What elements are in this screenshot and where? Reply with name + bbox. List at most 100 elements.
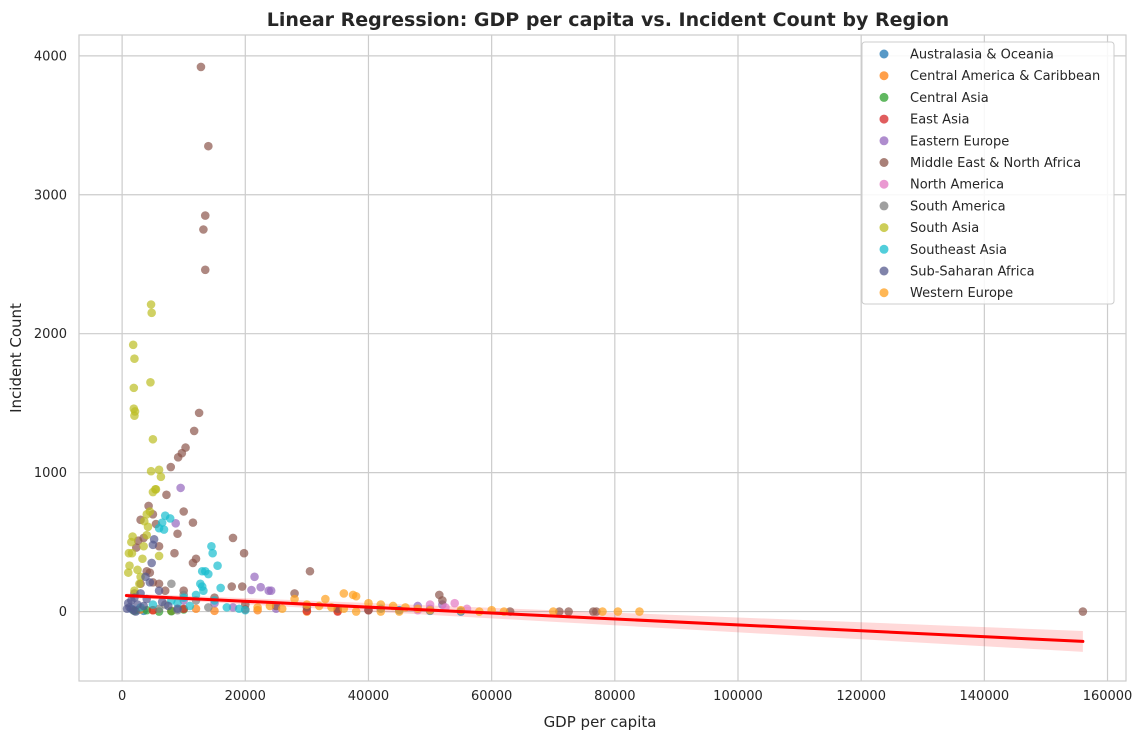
data-point (145, 507, 155, 516)
data-point (204, 603, 213, 612)
x-tick-label: 0 (118, 689, 126, 704)
data-point (213, 561, 222, 570)
legend-label: South Asia (910, 221, 979, 236)
data-point (189, 426, 199, 436)
data-point (143, 522, 153, 532)
data-point (450, 598, 459, 608)
data-point (173, 453, 183, 462)
legend-label: North America (910, 178, 1004, 193)
x-tick-label: 100000 (713, 689, 763, 704)
data-point (154, 586, 164, 595)
legend-marker (879, 71, 889, 81)
data-point (227, 582, 237, 591)
data-point (635, 607, 644, 616)
data-point (555, 607, 564, 616)
data-point (145, 578, 155, 587)
data-point (250, 572, 259, 582)
legend-label: Western Europe (910, 286, 1013, 301)
data-point (154, 465, 164, 475)
data-point (321, 594, 330, 604)
data-point (139, 541, 148, 551)
data-point (170, 548, 179, 558)
legend-marker (879, 244, 889, 254)
legend-marker (879, 92, 889, 102)
data-point (247, 585, 256, 595)
legend-label: Middle East & North Africa (910, 156, 1081, 171)
data-point (176, 483, 185, 493)
data-point (548, 607, 558, 616)
data-point (185, 601, 195, 611)
regression-line-group (124, 594, 1085, 643)
data-point (196, 62, 206, 72)
data-point (208, 548, 217, 558)
data-point (305, 566, 315, 576)
legend-label: Eastern Europe (910, 134, 1009, 149)
data-point (237, 582, 247, 591)
data-point (154, 604, 164, 614)
legend-box (861, 41, 1115, 305)
data-point (438, 596, 447, 605)
x-axis-label: GDP per capita (544, 713, 657, 731)
data-point (135, 579, 144, 589)
data-point (598, 607, 607, 616)
data-point (351, 607, 361, 616)
data-point (130, 411, 139, 420)
data-point (290, 594, 299, 604)
legend-marker (879, 114, 889, 124)
data-point (191, 554, 201, 564)
data-point (146, 466, 156, 476)
data-point (142, 530, 152, 540)
data-point (156, 472, 166, 482)
legend-marker (879, 266, 889, 276)
data-point (147, 558, 156, 568)
data-point (166, 462, 176, 472)
data-point (171, 519, 180, 528)
data-point (160, 586, 170, 595)
data-point (164, 601, 173, 611)
data-point (188, 518, 198, 527)
data-point (592, 607, 601, 616)
data-point (277, 604, 287, 614)
regression-line (124, 594, 1085, 643)
legend-marker (879, 201, 889, 211)
data-point (147, 308, 156, 318)
y-tick-label: 0 (59, 605, 67, 620)
x-tick-labels: 0 20000 40000 60000 80000 100000 120000 140000 1… (118, 689, 1132, 704)
legend-marker (879, 288, 889, 298)
data-point (154, 523, 164, 533)
data-point (339, 589, 349, 598)
data-point (228, 533, 238, 543)
data-point (351, 591, 361, 601)
data-point (148, 434, 158, 444)
data-point (179, 507, 188, 516)
legend-marker (879, 223, 889, 233)
legend-label: East Asia (910, 113, 969, 128)
data-point (364, 598, 373, 608)
data-point (157, 597, 167, 607)
x-tick-label: 140000 (960, 689, 1010, 704)
data-point (240, 605, 250, 615)
data-point (204, 141, 213, 151)
legend-marker (879, 158, 889, 167)
y-tick-label: 1000 (34, 466, 67, 481)
x-tick-label: 160000 (1083, 689, 1133, 704)
scatter-points (122, 62, 1088, 616)
data-point (191, 590, 201, 600)
data-point (131, 607, 140, 616)
legend-label: South America (910, 199, 1006, 214)
data-point (167, 579, 176, 589)
legend: Australasia & Oceania Central America & C… (861, 41, 1115, 305)
data-point (239, 548, 249, 558)
x-tick-label: 60000 (471, 689, 512, 704)
y-axis-label: Incident Count (7, 303, 25, 413)
legend-marker (879, 136, 889, 146)
legend-marker (879, 49, 889, 59)
data-point (256, 582, 265, 592)
data-point (266, 586, 276, 595)
data-point (165, 514, 175, 523)
data-point (154, 579, 164, 589)
data-point (133, 565, 142, 575)
legend-label: Central Asia (910, 91, 989, 106)
x-tick-label: 120000 (836, 689, 886, 704)
